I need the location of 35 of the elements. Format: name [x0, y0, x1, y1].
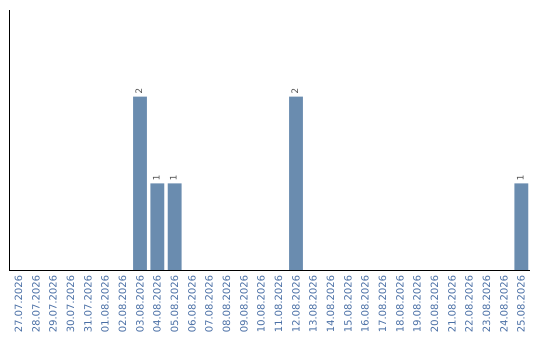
x-tick-label: 02.08.2026: [118, 275, 129, 332]
x-tick-label: 23.08.2026: [482, 275, 493, 332]
x-tick-label: 24.08.2026: [499, 275, 510, 332]
x-tick-label: 15.08.2026: [343, 275, 354, 332]
x-tick-label: 31.07.2026: [83, 275, 94, 332]
data-label: 1: [170, 174, 180, 180]
x-tick-label: 07.08.2026: [204, 275, 216, 332]
x-tick-label: 30.07.2026: [66, 275, 77, 332]
x-tick-label: 20.08.2026: [430, 275, 441, 332]
x-tick-label: 22.08.2026: [464, 275, 476, 332]
x-tick-label: 28.07.2026: [31, 275, 42, 332]
x-tick-label: 14.08.2026: [326, 275, 337, 332]
x-tick-label: 09.08.2026: [239, 275, 250, 332]
data-label: 1: [152, 174, 162, 180]
x-tick-label: 21.08.2026: [447, 275, 458, 332]
x-tick-label: 17.08.2026: [378, 275, 389, 332]
x-tick-label: 05.08.2026: [170, 275, 181, 332]
data-label: 2: [135, 88, 145, 94]
x-tick-label: 13.08.2026: [308, 275, 320, 332]
x-tick-label: 06.08.2026: [187, 275, 198, 332]
x-tick-label: 25.08.2026: [516, 275, 528, 332]
x-tick-label: 18.08.2026: [395, 275, 406, 332]
x-tick-label: 11.08.2026: [274, 275, 285, 332]
x-tick-label: 27.07.2026: [14, 275, 25, 332]
data-label: 1: [516, 174, 526, 180]
x-tick-label: 03.08.2026: [135, 275, 146, 332]
x-tick-label: 08.08.2026: [222, 275, 233, 332]
x-tick-label: 16.08.2026: [360, 275, 372, 332]
x-tick-label: 04.08.2026: [152, 275, 164, 332]
x-tick-label: 19.08.2026: [412, 275, 424, 332]
x-tick-label: 29.07.2026: [48, 275, 60, 332]
data-label: 2: [291, 88, 301, 94]
x-tick-label: 10.08.2026: [256, 275, 268, 332]
x-tick-label: 01.08.2026: [100, 275, 112, 332]
x-tick-label: 12.08.2026: [291, 275, 302, 332]
